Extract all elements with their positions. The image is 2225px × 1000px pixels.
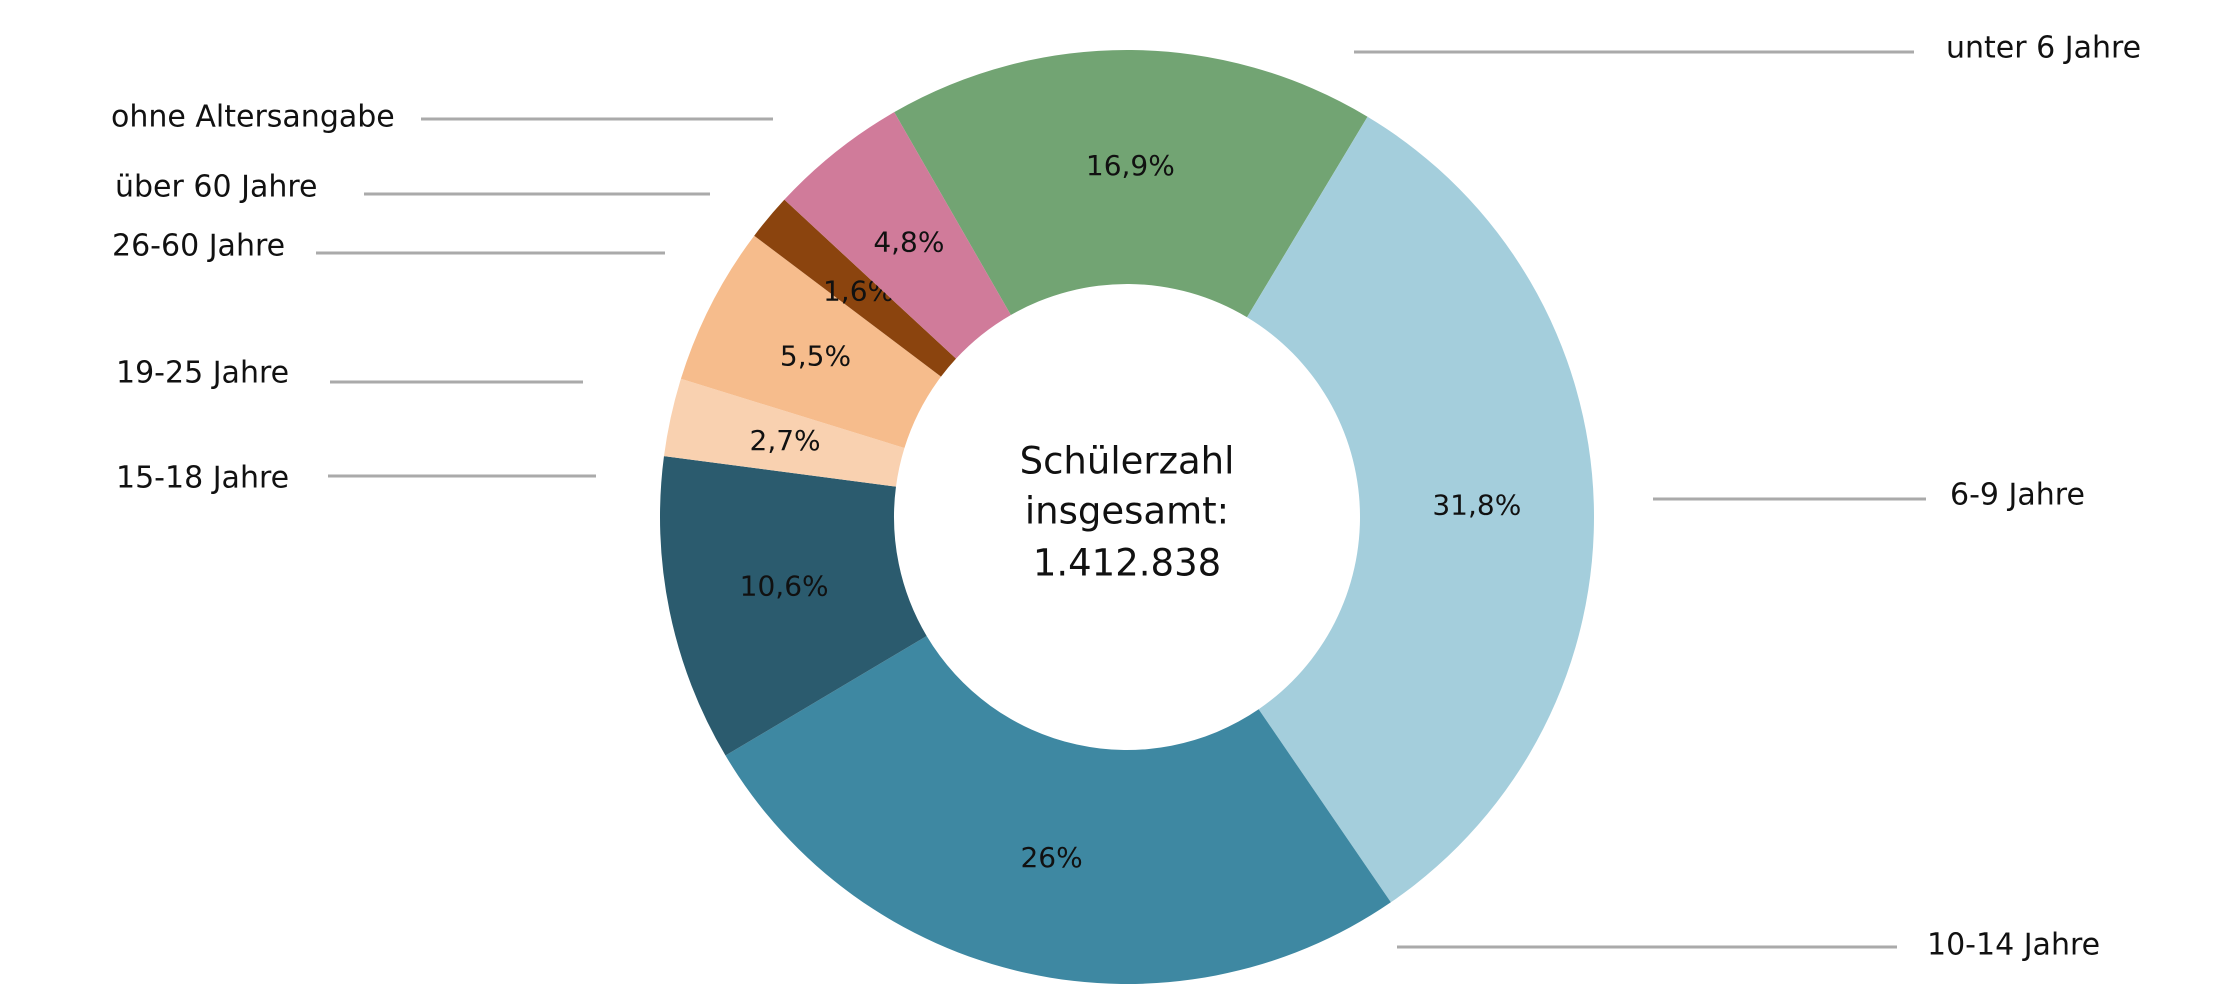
center-label: Schülerzahl	[1020, 440, 1235, 483]
value-label: 31,8%	[1432, 489, 1521, 522]
value-label: 16,9%	[1086, 149, 1175, 182]
donut-slice	[663, 378, 905, 487]
legend-label: unter 6 Jahre	[1946, 31, 2141, 66]
donut-slice	[725, 635, 1391, 985]
value-label: 10,6%	[740, 569, 829, 602]
donut-slice	[754, 199, 957, 377]
legend-label: ohne Altersangabe	[111, 100, 395, 135]
donut-slice	[660, 456, 927, 756]
legend-label: 15-18 Jahre	[116, 461, 289, 496]
donut-slice	[894, 50, 1368, 318]
legend-label: 6-9 Jahre	[1950, 478, 2085, 513]
legend-label: 26-60 Jahre	[112, 229, 285, 264]
legend-label: 10-14 Jahre	[1927, 928, 2100, 963]
value-label: 4,8%	[873, 225, 944, 258]
donut-slice	[784, 112, 1011, 359]
center-label: insgesamt:	[1025, 490, 1229, 533]
donut-slice	[680, 235, 942, 449]
legend-label: 19-25 Jahre	[116, 356, 289, 391]
center-label: 1.412.838	[1033, 542, 1221, 585]
value-label: 2,7%	[750, 424, 821, 457]
value-label: 26%	[1020, 841, 1082, 874]
legend-label: über 60 Jahre	[115, 170, 317, 205]
value-label: 5,5%	[780, 339, 851, 372]
donut-slice	[1247, 116, 1594, 903]
